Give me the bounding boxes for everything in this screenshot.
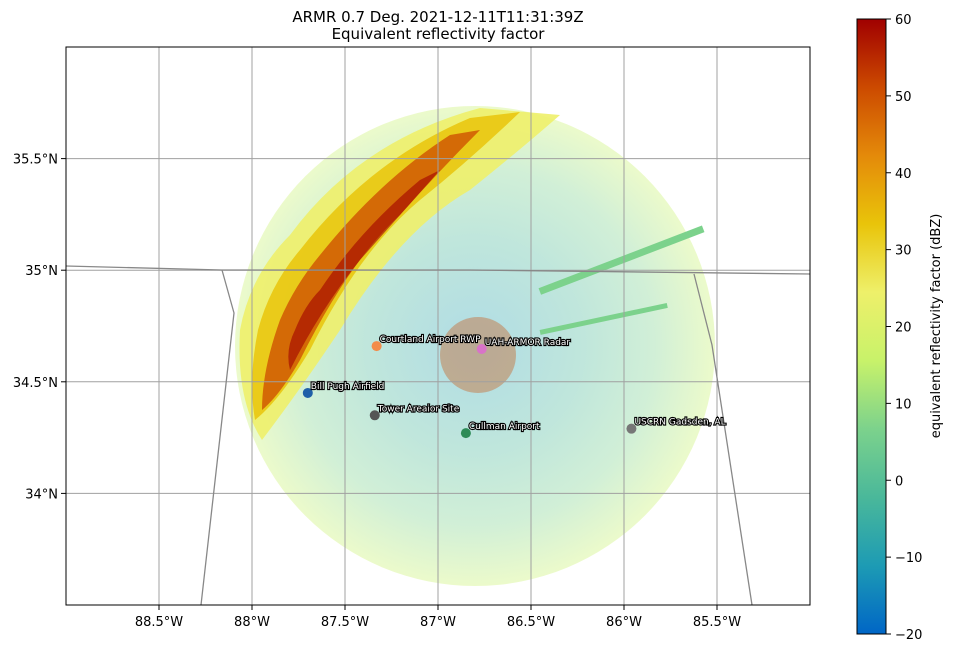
y-tick-label: 35°N <box>25 264 58 279</box>
state-borders <box>66 265 810 605</box>
colorbar-tick-label: 10 <box>895 397 912 412</box>
colorbar-tick-label: 30 <box>895 244 912 259</box>
x-tick-label: 86°W <box>606 615 642 630</box>
colorbar-tick-label: 0 <box>895 474 903 489</box>
echo-band-outer <box>239 108 560 440</box>
state-border-north <box>66 265 810 275</box>
colorbar-tick-label: 20 <box>895 321 912 336</box>
station-marker <box>302 387 313 398</box>
station-label: USCRN Gadsden, AL <box>634 418 725 428</box>
chart-title: ARMR 0.7 Deg. 2021-12-11T11:31:39Z <box>292 8 583 26</box>
station-label: UAH-ARMOR Radar <box>485 338 571 348</box>
colorbar-tick-label: −10 <box>895 551 922 566</box>
station-marker <box>626 423 637 434</box>
colorbar-tick-label: 40 <box>895 167 912 182</box>
colorbar-ticks: −20 −10 0 10 20 30 40 50 60 <box>886 13 922 643</box>
x-tick-label: 88°W <box>234 615 270 630</box>
colorbar-label: equivalent reflectivity factor (dBZ) <box>929 214 944 439</box>
near-radar-clutter <box>440 317 516 393</box>
gridlines <box>66 47 810 605</box>
station-marker <box>476 343 487 354</box>
station-label: Courtland Airport RWP <box>380 335 481 345</box>
station-marker <box>460 428 471 439</box>
station-label: Cullman Airport <box>469 422 540 432</box>
y-tick-label: 35.5°N <box>13 153 58 168</box>
x-axis: 88.5°W 88°W 87.5°W 87°W 86.5°W 86°W 85.5°W <box>135 605 741 630</box>
station-label: Tower Areaior Site <box>377 404 460 414</box>
y-tick-label: 34.5°N <box>13 376 58 391</box>
y-axis: 35.5°N 35°N 34.5°N 34°N <box>13 153 66 502</box>
state-border-al-ga <box>693 273 753 605</box>
station-markers: Courtland Airport RWP UAH-ARMOR Radar Bill… <box>302 334 727 439</box>
state-border-ms-al <box>200 269 235 605</box>
station-marker <box>369 410 380 421</box>
x-tick-label: 85.5°W <box>693 615 741 630</box>
station-label: Bill Pugh Airfield <box>311 382 385 392</box>
echo-spur-east <box>538 225 705 295</box>
x-tick-label: 86.5°W <box>507 615 555 630</box>
colorbar-tick-label: 60 <box>895 13 912 28</box>
colorbar-tick-label: 50 <box>895 90 912 105</box>
chart-subtitle: Equivalent reflectivity factor <box>332 25 546 43</box>
echo-spur-east-2 <box>539 303 668 335</box>
y-tick-label: 34°N <box>25 487 58 502</box>
x-tick-label: 87°W <box>420 615 456 630</box>
x-tick-label: 88.5°W <box>135 615 183 630</box>
colorbar <box>856 18 887 635</box>
station-marker <box>371 341 382 352</box>
x-tick-label: 87.5°W <box>321 615 369 630</box>
colorbar-tick-label: −20 <box>895 628 922 643</box>
reflectivity-field <box>235 106 715 586</box>
